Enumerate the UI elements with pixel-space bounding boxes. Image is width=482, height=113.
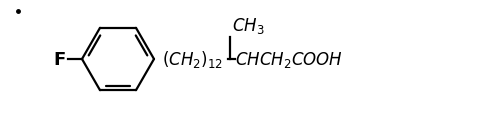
Text: $(CH_2)_{12}$: $(CH_2)_{12}$	[162, 49, 223, 70]
Text: $CH_3$: $CH_3$	[232, 16, 265, 36]
Text: $CHCH_2COOH$: $CHCH_2COOH$	[235, 50, 343, 69]
Text: F: F	[54, 51, 66, 68]
